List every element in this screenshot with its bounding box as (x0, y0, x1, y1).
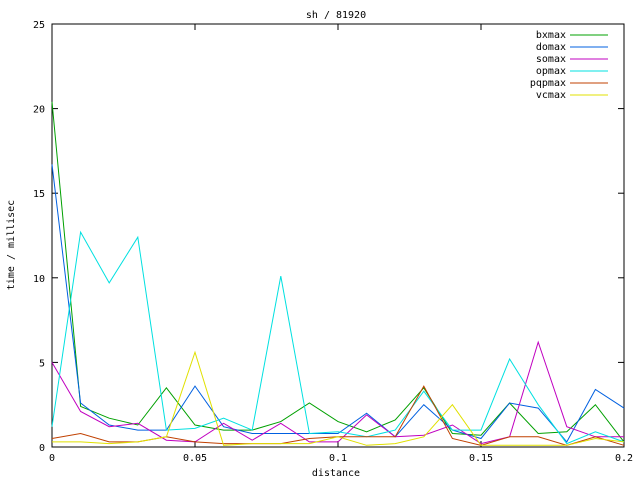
x-tick-label: 0.1 (329, 453, 347, 464)
x-axis-label: distance (312, 468, 360, 479)
y-tick-label: 10 (33, 274, 45, 285)
y-tick-label: 0 (39, 443, 45, 454)
legend-label-opmax: opmax (536, 66, 566, 77)
legend-label-vcmax: vcmax (536, 90, 566, 101)
y-tick-label: 20 (33, 105, 45, 116)
series-line-vcmax (52, 350, 625, 446)
y-tick-label: 5 (39, 358, 45, 369)
legend-label-domax: domax (536, 42, 566, 53)
x-tick-label: 0.2 (615, 453, 633, 464)
x-tick-label: 0.15 (469, 453, 493, 464)
y-axis-label: time / millisec (6, 200, 17, 290)
chart-title: sh / 81920 (306, 10, 366, 21)
legend-label-bxmax: bxmax (536, 30, 566, 41)
series-layer (51, 101, 625, 446)
x-tick-label: 0 (49, 453, 55, 464)
series-line-bxmax (51, 101, 625, 443)
legend-label-somax: somax (536, 54, 566, 65)
y-tick-label: 15 (33, 189, 45, 200)
series-line-somax (51, 340, 624, 445)
legend-label-pqpmax: pqpmax (530, 78, 566, 89)
y-tick-label: 25 (33, 20, 45, 31)
series-line-opmax (51, 230, 625, 445)
series-line-domax (51, 164, 625, 443)
x-tick-label: 0.05 (183, 453, 207, 464)
